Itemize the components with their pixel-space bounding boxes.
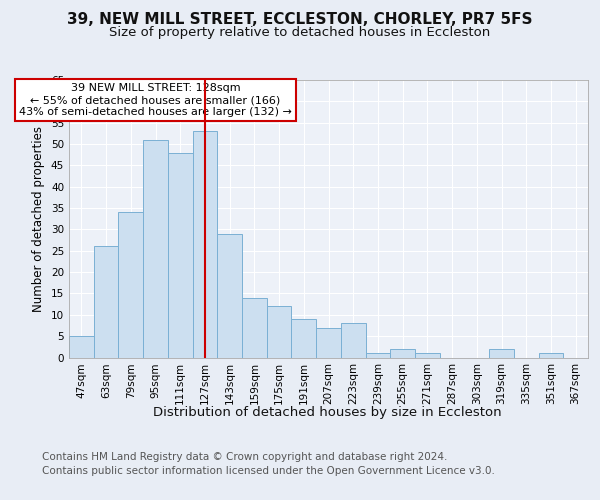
- Bar: [341, 324, 365, 358]
- Y-axis label: Number of detached properties: Number of detached properties: [32, 126, 46, 312]
- Bar: [242, 298, 267, 358]
- Bar: [168, 152, 193, 358]
- Text: Contains HM Land Registry data © Crown copyright and database right 2024.: Contains HM Land Registry data © Crown c…: [42, 452, 448, 462]
- Text: 39 NEW MILL STREET: 128sqm
← 55% of detached houses are smaller (166)
43% of sem: 39 NEW MILL STREET: 128sqm ← 55% of deta…: [19, 84, 292, 116]
- Bar: [143, 140, 168, 358]
- Bar: [193, 131, 217, 358]
- Bar: [267, 306, 292, 358]
- Bar: [292, 319, 316, 358]
- Text: Distribution of detached houses by size in Eccleston: Distribution of detached houses by size …: [152, 406, 502, 419]
- Text: 39, NEW MILL STREET, ECCLESTON, CHORLEY, PR7 5FS: 39, NEW MILL STREET, ECCLESTON, CHORLEY,…: [67, 12, 533, 28]
- Text: Size of property relative to detached houses in Eccleston: Size of property relative to detached ho…: [109, 26, 491, 39]
- Bar: [390, 349, 415, 358]
- Bar: [94, 246, 118, 358]
- Bar: [365, 353, 390, 358]
- Bar: [118, 212, 143, 358]
- Bar: [316, 328, 341, 358]
- Bar: [217, 234, 242, 358]
- Bar: [69, 336, 94, 357]
- Bar: [489, 349, 514, 358]
- Bar: [415, 353, 440, 358]
- Bar: [539, 353, 563, 358]
- Text: Contains public sector information licensed under the Open Government Licence v3: Contains public sector information licen…: [42, 466, 495, 476]
